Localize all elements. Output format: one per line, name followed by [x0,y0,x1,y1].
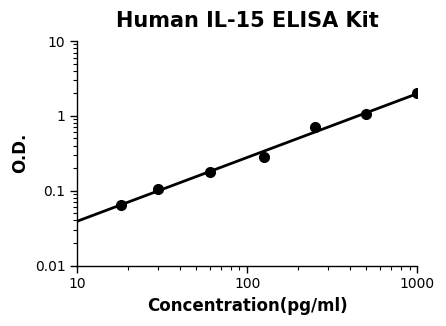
Point [117,202,124,207]
Point [155,187,162,192]
Point [206,169,213,174]
Title: Human IL-15 ELISA Kit: Human IL-15 ELISA Kit [116,11,379,31]
Y-axis label: O.D.: O.D. [11,133,29,173]
Point [260,155,267,160]
Point [311,124,318,129]
Point [414,91,421,96]
Point [363,111,370,117]
X-axis label: Concentration(pg/ml): Concentration(pg/ml) [147,297,347,315]
